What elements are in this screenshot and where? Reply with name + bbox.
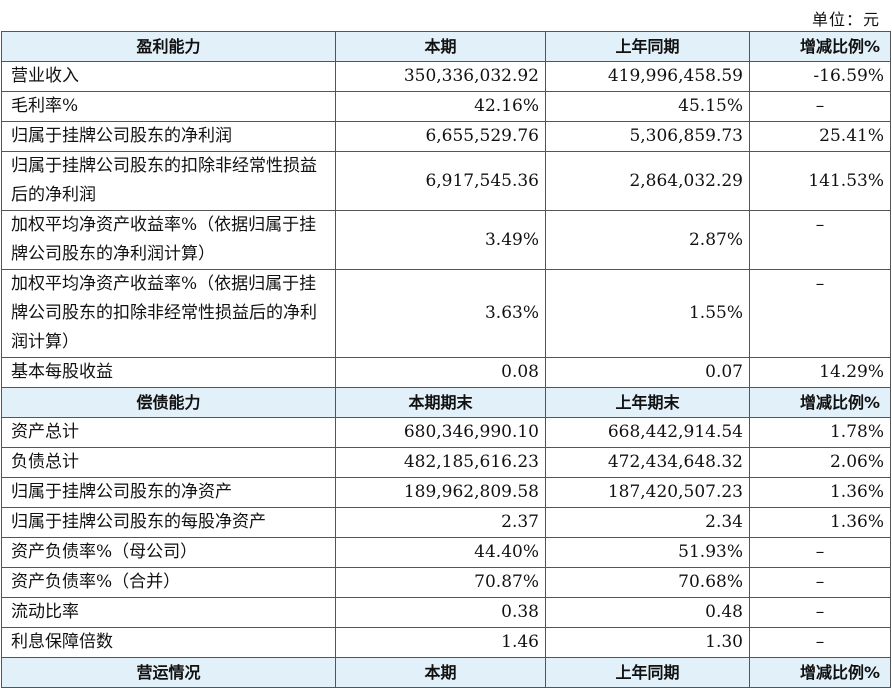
row-change-value: 1.36% xyxy=(749,507,891,538)
header-cell-current: 本期 xyxy=(335,31,546,62)
header-cell-category: 偿债能力 xyxy=(1,387,336,418)
row-label: 归属于挂牌公司股东的每股净资产 xyxy=(1,507,336,538)
unit-label: 单位：元 xyxy=(811,10,880,29)
row-change-value: 25.41% xyxy=(749,121,891,152)
table-row: 营业收入 350,336,032.92 419,996,458.59 -16.5… xyxy=(1,61,891,92)
table-row: 基本每股收益 0.08 0.07 14.29% xyxy=(1,357,891,388)
row-prior-value: 1.55% xyxy=(545,269,750,358)
row-current-value: 42.16% xyxy=(335,91,546,122)
row-label: 加权平均净资产收益率%（依据归属于挂牌公司股东的扣除非经常性损益后的净利润计算） xyxy=(1,269,336,358)
header-cell-category: 盈利能力 xyxy=(1,31,336,62)
row-label: 资产负债率%（合并） xyxy=(1,567,336,598)
row-current-value: 350,336,032.92 xyxy=(335,61,546,92)
row-change-value: – xyxy=(749,627,891,658)
row-current-value: 70.87% xyxy=(335,567,546,598)
table-row: 加权平均净资产收益率%（依据归属于挂牌公司股东的扣除非经常性损益后的净利润计算）… xyxy=(1,269,891,358)
table-row: 归属于挂牌公司股东的每股净资产 2.37 2.34 1.36% xyxy=(1,507,891,538)
row-current-value: 6,917,545.36 xyxy=(335,151,546,211)
table-row: 归属于挂牌公司股东的净利润 6,655,529.76 5,306,859.73 … xyxy=(1,121,891,152)
row-change-value: 1.36% xyxy=(749,477,891,508)
row-label: 流动比率 xyxy=(1,597,336,628)
row-current-value: 0.38 xyxy=(335,597,546,628)
row-label: 归属于挂牌公司股东的净利润 xyxy=(1,121,336,152)
row-change-value: – xyxy=(749,597,891,628)
header-cell-prior: 上年同期 xyxy=(545,657,750,688)
row-current-value: 482,185,616.23 xyxy=(335,447,546,478)
row-prior-value: 187,420,507.23 xyxy=(545,477,750,508)
table-row: 归属于挂牌公司股东的扣除非经常性损益后的净利润 6,917,545.36 2,8… xyxy=(1,151,891,211)
row-current-value: 680,346,990.10 xyxy=(335,417,546,448)
row-label: 基本每股收益 xyxy=(1,357,336,388)
header-cell-current: 本期 xyxy=(335,657,546,688)
row-change-value: – xyxy=(749,269,891,358)
row-prior-value: 0.48 xyxy=(545,597,750,628)
header-cell-current: 本期期末 xyxy=(335,387,546,418)
header-cell-change: 增减比例% xyxy=(749,31,891,62)
row-prior-value: 45.15% xyxy=(545,91,750,122)
row-prior-value: 5,306,859.73 xyxy=(545,121,750,152)
row-label: 归属于挂牌公司股东的扣除非经常性损益后的净利润 xyxy=(1,151,336,211)
table-row: 加权平均净资产收益率%（依据归属于挂牌公司股东的净利润计算） 3.49% 2.8… xyxy=(1,210,891,270)
section-header-profitability: 盈利能力 本期 上年同期 增减比例% xyxy=(1,31,891,62)
table-row: 归属于挂牌公司股东的净资产 189,962,809.58 187,420,507… xyxy=(1,477,891,508)
row-prior-value: 70.68% xyxy=(545,567,750,598)
header-cell-category: 营运情况 xyxy=(1,657,336,688)
row-label: 归属于挂牌公司股东的净资产 xyxy=(1,477,336,508)
row-prior-value: 2,864,032.29 xyxy=(545,151,750,211)
row-label: 资产负债率%（母公司） xyxy=(1,537,336,568)
row-prior-value: 0.07 xyxy=(545,357,750,388)
row-prior-value: 2.87% xyxy=(545,210,750,270)
row-label: 负债总计 xyxy=(1,447,336,478)
row-current-value: 0.08 xyxy=(335,357,546,388)
row-change-value: 141.53% xyxy=(749,151,891,211)
row-current-value: 189,962,809.58 xyxy=(335,477,546,508)
row-change-value: 14.29% xyxy=(749,357,891,388)
financial-indicators-table: 盈利能力 本期 上年同期 增减比例% 营业收入 350,336,032.92 4… xyxy=(1,31,891,688)
table-row: 资产负债率%（母公司） 44.40% 51.93% – xyxy=(1,537,891,568)
row-change-value: – xyxy=(749,537,891,568)
row-current-value: 3.63% xyxy=(335,269,546,358)
row-label: 加权平均净资产收益率%（依据归属于挂牌公司股东的净利润计算） xyxy=(1,210,336,270)
table-row: 负债总计 482,185,616.23 472,434,648.32 2.06% xyxy=(1,447,891,478)
row-current-value: 3.49% xyxy=(335,210,546,270)
header-cell-prior: 上年同期 xyxy=(545,31,750,62)
row-current-value: 2.37 xyxy=(335,507,546,538)
row-change-value: 1.78% xyxy=(749,417,891,448)
row-prior-value: 1.30 xyxy=(545,627,750,658)
row-prior-value: 2.34 xyxy=(545,507,750,538)
row-prior-value: 51.93% xyxy=(545,537,750,568)
row-current-value: 1.46 xyxy=(335,627,546,658)
header-cell-change: 增减比例% xyxy=(749,387,891,418)
row-change-value: 2.06% xyxy=(749,447,891,478)
table-row: 毛利率% 42.16% 45.15% – xyxy=(1,91,891,122)
table-row: 流动比率 0.38 0.48 – xyxy=(1,597,891,628)
row-change-value: -16.59% xyxy=(749,61,891,92)
row-current-value: 6,655,529.76 xyxy=(335,121,546,152)
row-current-value: 44.40% xyxy=(335,537,546,568)
row-label: 利息保障倍数 xyxy=(1,627,336,658)
row-change-value: – xyxy=(749,210,891,270)
table-row: 资产负债率%（合并） 70.87% 70.68% – xyxy=(1,567,891,598)
table-row: 利息保障倍数 1.46 1.30 – xyxy=(1,627,891,658)
row-label: 营业收入 xyxy=(1,61,336,92)
row-prior-value: 419,996,458.59 xyxy=(545,61,750,92)
header-cell-prior: 上年期末 xyxy=(545,387,750,418)
row-change-value: – xyxy=(749,91,891,122)
row-label: 毛利率% xyxy=(1,91,336,122)
row-change-value: – xyxy=(749,567,891,598)
row-prior-value: 472,434,648.32 xyxy=(545,447,750,478)
header-cell-change: 增减比例% xyxy=(749,657,891,688)
row-label: 资产总计 xyxy=(1,417,336,448)
section-header-solvency: 偿债能力 本期期末 上年期末 增减比例% xyxy=(1,387,891,418)
row-prior-value: 668,442,914.54 xyxy=(545,417,750,448)
section-header-operations: 营运情况 本期 上年同期 增减比例% xyxy=(1,657,891,688)
table-row: 资产总计 680,346,990.10 668,442,914.54 1.78% xyxy=(1,417,891,448)
